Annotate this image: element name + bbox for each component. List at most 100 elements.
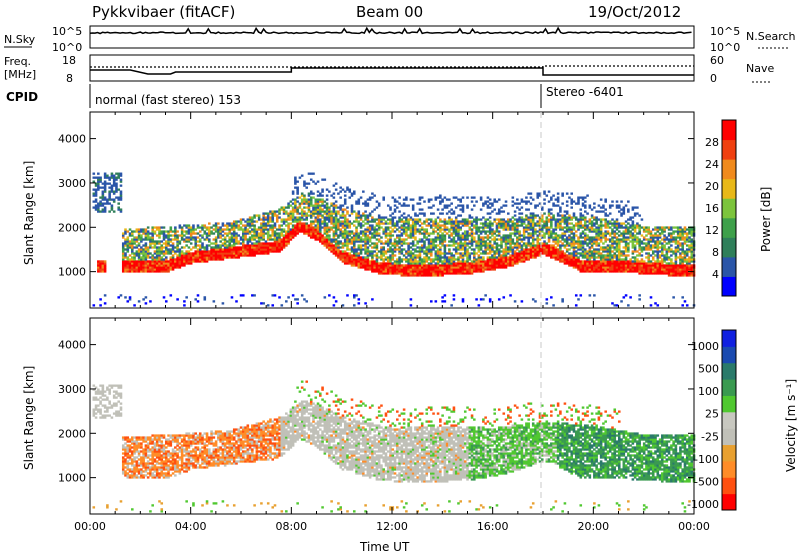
- power-cell: [500, 220, 503, 223]
- power-cell: [622, 238, 626, 241]
- power-cell: [423, 256, 426, 259]
- power-cell: [232, 252, 236, 255]
- power-cell: [124, 240, 127, 243]
- power-cell: [468, 220, 472, 223]
- power-cell: [167, 248, 170, 251]
- power-cell: [391, 228, 395, 231]
- power-cell: [183, 246, 186, 249]
- power-cell: [316, 200, 320, 203]
- power-cell: [362, 220, 365, 223]
- power-cell: [296, 220, 299, 223]
- power-cell: [425, 238, 429, 241]
- power-cell: [384, 242, 388, 245]
- power-cell: [352, 250, 356, 253]
- power-cell: [572, 234, 576, 237]
- power-cell: [497, 264, 501, 267]
- power-cell: [432, 260, 435, 263]
- power-cell: [305, 218, 308, 221]
- power-cell: [323, 206, 327, 209]
- power-cell: [554, 238, 558, 241]
- power-cell: [396, 236, 399, 239]
- power-cell: [253, 230, 256, 233]
- power-cell: [427, 264, 431, 267]
- power-cell: [389, 266, 392, 269]
- power-cell: [325, 224, 329, 227]
- power-cell: [509, 262, 512, 265]
- power-cell: [513, 218, 517, 221]
- power-cell: [217, 230, 220, 233]
- power-cell: [484, 220, 487, 223]
- power-cell: [382, 246, 386, 249]
- power-cell: [414, 236, 417, 239]
- power-cell: [119, 294, 123, 297]
- power-cell: [176, 260, 179, 263]
- power-cell: [599, 228, 603, 231]
- power-cell: [468, 246, 472, 249]
- power-cell: [328, 190, 331, 193]
- power-cell: [371, 228, 374, 231]
- power-cell: [350, 250, 354, 253]
- power-cell: [309, 204, 313, 207]
- power-cell: [602, 210, 605, 213]
- power-cell: [432, 212, 435, 215]
- power-cell: [615, 246, 619, 249]
- power-cell: [482, 244, 485, 247]
- power-cell: [432, 242, 435, 245]
- power-cell: [588, 242, 592, 245]
- power-cell: [477, 234, 481, 237]
- power-cell: [185, 250, 188, 253]
- power-cell: [538, 228, 542, 231]
- power-cell: [226, 250, 229, 253]
- power-cell: [599, 256, 603, 259]
- power-cell: [538, 248, 542, 251]
- power-cell: [441, 252, 444, 255]
- power-cell: [504, 260, 508, 263]
- power-cell: [586, 270, 589, 273]
- power-cell: [328, 212, 331, 215]
- power-cell: [332, 218, 336, 221]
- power-cell: [450, 264, 453, 267]
- power-cell: [393, 222, 397, 225]
- power-cell: [180, 264, 184, 267]
- power-cell: [337, 206, 340, 209]
- power-cell: [593, 240, 596, 243]
- power-cell: [581, 250, 585, 253]
- power-cell: [217, 236, 220, 239]
- power-cell: [513, 222, 517, 225]
- power-cell: [303, 196, 306, 199]
- power-cell: [124, 254, 127, 257]
- power-cell: [160, 240, 164, 243]
- power-cell: [491, 230, 494, 233]
- power-cell: [217, 252, 220, 255]
- power-cell: [294, 208, 297, 211]
- power-cell: [137, 236, 141, 239]
- power-cell: [325, 212, 329, 215]
- power-cell: [131, 238, 134, 241]
- power-cell: [454, 222, 458, 225]
- power-cell: [570, 258, 573, 261]
- power-cell: [627, 266, 630, 269]
- power-cell: [389, 240, 392, 243]
- power-cell: [319, 222, 322, 225]
- power-cell: [425, 260, 429, 263]
- power-cell: [545, 228, 549, 231]
- power-cell: [409, 236, 413, 239]
- power-cell: [253, 228, 256, 231]
- power-cell: [244, 252, 247, 255]
- power-cell: [305, 182, 308, 185]
- power-cell: [242, 234, 245, 237]
- power-cell: [420, 266, 424, 269]
- power-cell: [477, 266, 481, 269]
- power-cell: [280, 228, 284, 231]
- power-cell: [586, 228, 589, 231]
- power-cell: [346, 186, 349, 189]
- power-cell: [269, 212, 272, 215]
- power-cell: [300, 210, 304, 213]
- power-cell: [198, 250, 202, 253]
- power-cell: [491, 204, 494, 207]
- power-cell: [563, 262, 567, 265]
- power-cell: [543, 248, 546, 251]
- power-cell: [409, 252, 413, 255]
- power-cell: [507, 226, 510, 229]
- power-cell: [574, 230, 578, 233]
